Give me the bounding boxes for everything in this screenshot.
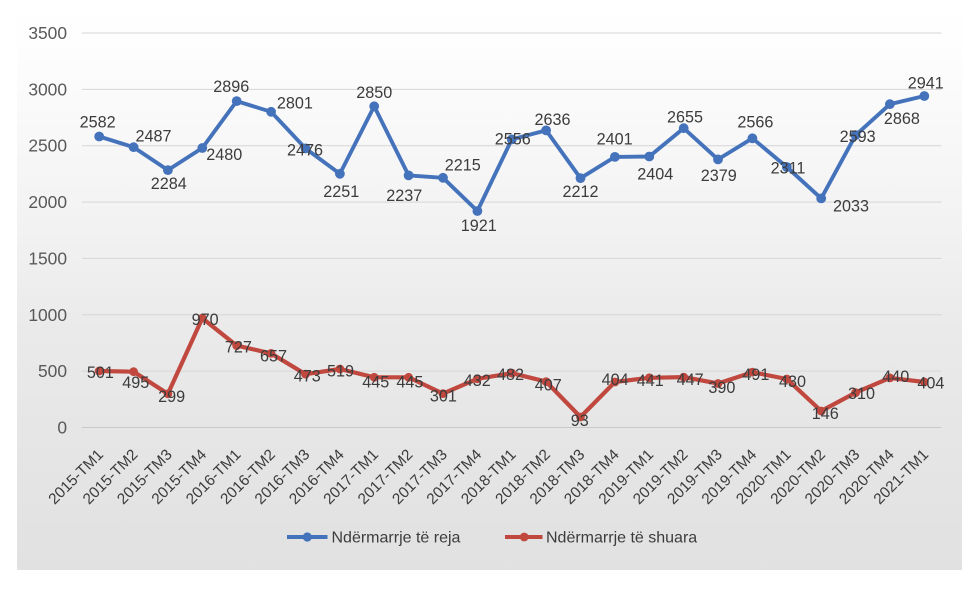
svg-text:1000: 1000 [28,305,67,325]
svg-text:657: 657 [260,348,287,366]
svg-text:299: 299 [158,388,185,406]
svg-text:310: 310 [848,385,875,403]
svg-text:2000: 2000 [28,192,67,212]
svg-text:1500: 1500 [28,248,67,268]
svg-text:390: 390 [708,379,735,397]
svg-text:2487: 2487 [135,127,171,145]
svg-text:727: 727 [225,339,252,357]
svg-text:2311: 2311 [771,159,806,177]
svg-text:2566: 2566 [737,114,773,132]
svg-text:Ndërmarrje të shuara: Ndërmarrje të shuara [546,530,697,547]
svg-text:404: 404 [917,374,944,392]
svg-text:430: 430 [779,373,806,391]
svg-text:2480: 2480 [206,146,242,164]
svg-text:2593: 2593 [840,128,876,146]
svg-text:2251: 2251 [323,183,359,201]
svg-text:Ndërmarrje të reja: Ndërmarrje të reja [332,530,461,547]
svg-text:2401: 2401 [597,130,633,148]
svg-text:3500: 3500 [28,23,67,43]
svg-text:473: 473 [294,368,321,386]
svg-text:447: 447 [677,371,704,389]
svg-text:2500: 2500 [28,136,67,156]
svg-text:1921: 1921 [461,217,497,235]
svg-text:2404: 2404 [637,166,673,184]
svg-text:146: 146 [812,405,839,423]
svg-text:2868: 2868 [884,110,920,128]
svg-text:491: 491 [742,366,769,384]
svg-text:495: 495 [122,374,149,392]
svg-text:2212: 2212 [562,183,598,201]
svg-text:2636: 2636 [534,111,570,129]
svg-text:0: 0 [57,418,67,438]
svg-text:407: 407 [535,377,562,395]
svg-text:2284: 2284 [151,175,187,193]
svg-text:441: 441 [637,372,664,390]
svg-text:2237: 2237 [386,187,422,205]
svg-text:2582: 2582 [80,113,116,131]
svg-text:2801: 2801 [277,95,313,113]
svg-text:301: 301 [430,388,457,406]
svg-text:93: 93 [571,412,589,430]
svg-text:404: 404 [602,371,629,389]
svg-text:440: 440 [882,368,909,386]
svg-text:3000: 3000 [28,79,67,99]
svg-text:445: 445 [362,374,389,392]
svg-text:445: 445 [396,374,423,392]
svg-text:501: 501 [87,364,114,382]
svg-text:2379: 2379 [701,167,737,185]
svg-text:2655: 2655 [667,109,703,127]
svg-text:482: 482 [497,366,524,384]
svg-text:970: 970 [192,311,219,329]
svg-text:519: 519 [327,363,354,381]
svg-text:2556: 2556 [495,130,531,148]
svg-text:500: 500 [38,361,67,381]
svg-text:2033: 2033 [833,197,869,215]
svg-text:2476: 2476 [287,142,323,160]
svg-text:2896: 2896 [213,78,249,96]
svg-text:2215: 2215 [445,157,481,175]
svg-text:2941: 2941 [908,74,944,92]
svg-text:432: 432 [464,372,491,390]
svg-text:2850: 2850 [356,84,392,102]
